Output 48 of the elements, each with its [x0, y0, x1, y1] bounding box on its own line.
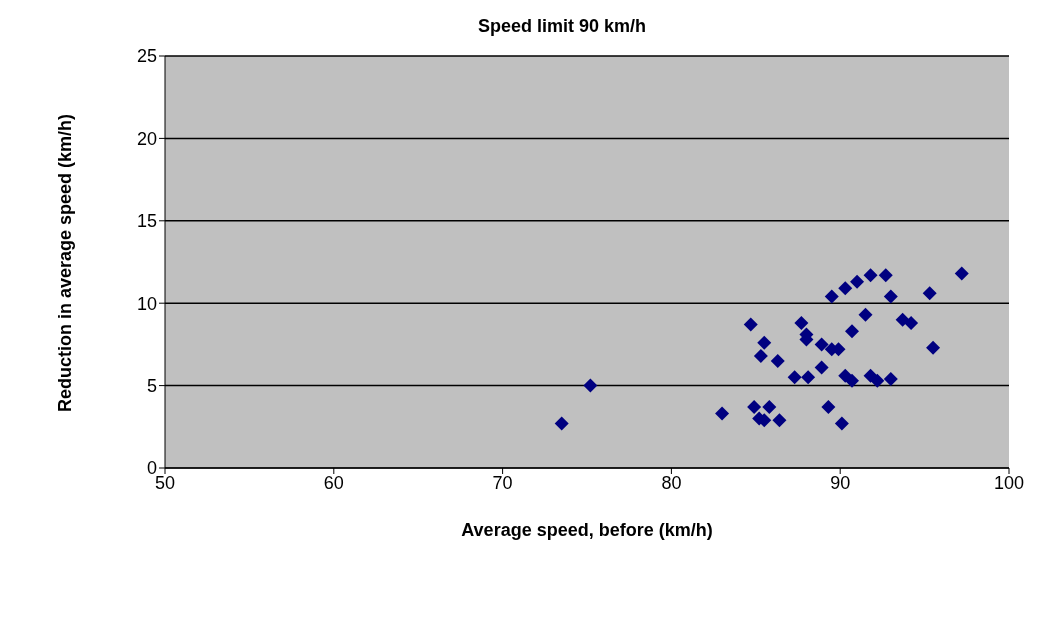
point — [801, 370, 816, 385]
x-tick-label: 60 — [323, 472, 344, 493]
y-axis-title: Reduction in average speed (km/h) — [55, 113, 76, 412]
point — [883, 372, 898, 387]
point — [845, 324, 860, 339]
point — [922, 286, 937, 301]
point — [904, 315, 919, 330]
point — [821, 400, 836, 415]
point — [757, 335, 772, 350]
x-tick-label: 50 — [154, 472, 176, 493]
point — [715, 406, 730, 421]
chart-title: Speed limit 90 km/h — [476, 16, 648, 37]
point — [926, 340, 941, 355]
point — [743, 317, 758, 332]
point — [954, 266, 969, 281]
y-tick-label: 20 — [136, 128, 157, 149]
y-tick-label: 5 — [146, 375, 157, 396]
point — [762, 400, 777, 415]
point — [858, 307, 873, 322]
point — [787, 370, 802, 385]
point — [814, 337, 829, 352]
point — [583, 378, 598, 393]
point — [824, 289, 839, 304]
x-tick-label: 100 — [993, 472, 1025, 493]
point — [850, 274, 865, 289]
point — [834, 416, 849, 431]
point — [878, 268, 893, 283]
y-tick-label: 0 — [146, 458, 157, 479]
point — [838, 281, 853, 296]
point — [770, 353, 785, 368]
point — [883, 289, 898, 304]
y-tick-label: 25 — [136, 46, 157, 67]
x-tick-label: 70 — [492, 472, 513, 493]
point — [794, 315, 809, 330]
point — [814, 360, 829, 375]
point — [753, 348, 768, 363]
y-tick-label: 10 — [136, 293, 157, 314]
y-tick-label: 15 — [136, 211, 157, 232]
point — [747, 400, 762, 415]
point — [845, 373, 860, 388]
point — [870, 373, 885, 388]
x-tick-label: 80 — [661, 472, 682, 493]
point — [554, 416, 569, 431]
x-tick-label: 90 — [830, 472, 851, 493]
point — [895, 312, 910, 327]
x-axis-title: Average speed, before (km/h) — [461, 520, 713, 540]
point — [863, 268, 878, 283]
point — [772, 413, 787, 428]
